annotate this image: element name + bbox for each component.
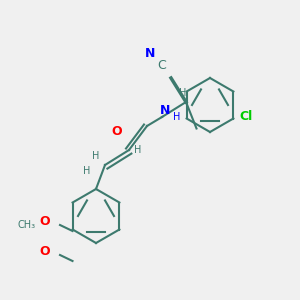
Text: C: C: [158, 59, 166, 72]
Text: O: O: [112, 125, 122, 138]
Text: Cl: Cl: [239, 110, 253, 123]
Text: O: O: [40, 245, 50, 258]
Text: N: N: [160, 104, 170, 117]
Text: H: H: [173, 112, 181, 122]
Text: N: N: [145, 47, 155, 60]
Text: H: H: [179, 88, 187, 98]
Text: O: O: [40, 215, 50, 228]
Text: H: H: [92, 151, 100, 161]
Text: H: H: [83, 166, 91, 176]
Text: CH₃: CH₃: [18, 220, 36, 230]
Text: H: H: [134, 145, 142, 155]
